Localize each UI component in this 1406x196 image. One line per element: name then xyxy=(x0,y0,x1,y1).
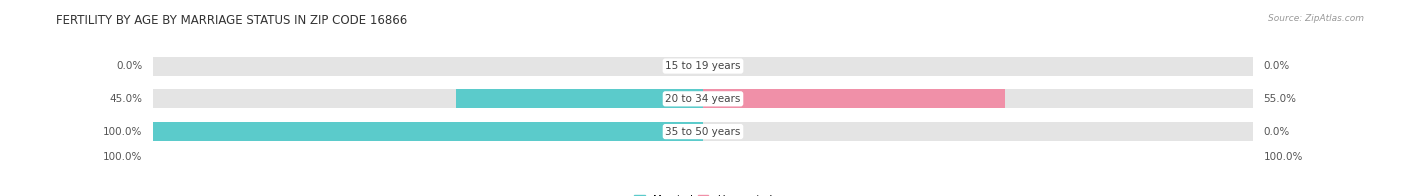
Bar xyxy=(153,122,1253,141)
Text: Source: ZipAtlas.com: Source: ZipAtlas.com xyxy=(1268,14,1364,23)
Legend: Married, Unmarried: Married, Unmarried xyxy=(634,195,772,196)
Text: 15 to 19 years: 15 to 19 years xyxy=(665,61,741,71)
Text: 20 to 34 years: 20 to 34 years xyxy=(665,94,741,104)
Text: 45.0%: 45.0% xyxy=(110,94,142,104)
Text: 100.0%: 100.0% xyxy=(103,127,142,137)
Text: 35 to 50 years: 35 to 50 years xyxy=(665,127,741,137)
Text: 100.0%: 100.0% xyxy=(1264,152,1303,162)
Text: FERTILITY BY AGE BY MARRIAGE STATUS IN ZIP CODE 16866: FERTILITY BY AGE BY MARRIAGE STATUS IN Z… xyxy=(56,14,408,27)
Text: 0.0%: 0.0% xyxy=(1264,61,1289,71)
Bar xyxy=(153,57,1253,75)
Text: 100.0%: 100.0% xyxy=(103,152,142,162)
Bar xyxy=(153,89,1253,108)
Bar xyxy=(703,89,1005,108)
Text: 55.0%: 55.0% xyxy=(1264,94,1296,104)
Bar xyxy=(456,89,703,108)
Bar xyxy=(153,122,703,141)
Text: 0.0%: 0.0% xyxy=(117,61,142,71)
Text: 0.0%: 0.0% xyxy=(1264,127,1289,137)
